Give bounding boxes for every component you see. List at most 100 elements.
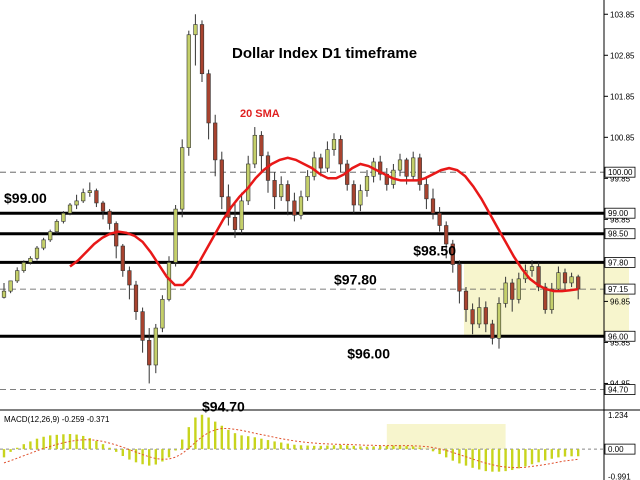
price-tick-label-0: 103.85 bbox=[610, 10, 635, 19]
level-label-4: $94.70 bbox=[202, 399, 245, 415]
candle-body-36 bbox=[239, 200, 244, 230]
macd-histogram bbox=[2, 414, 580, 472]
candle-body-29 bbox=[193, 24, 198, 36]
candle-body-68 bbox=[450, 243, 455, 265]
candle-body-78 bbox=[516, 278, 521, 300]
candle-body-12 bbox=[81, 192, 86, 202]
price-tag-box-0 bbox=[604, 166, 636, 178]
macd-axis-ticks: 1.234 0.00 -0.991 bbox=[604, 411, 636, 480]
price-tag-label-6: 94.70 bbox=[608, 386, 629, 395]
candle-body-47 bbox=[312, 157, 317, 177]
candle-body-38 bbox=[252, 134, 257, 165]
macd-tick-label-0: 1.234 bbox=[608, 411, 629, 420]
candle-body-65 bbox=[430, 198, 436, 214]
candle-body-4 bbox=[28, 258, 33, 263]
candle-body-87 bbox=[576, 276, 581, 290]
candle-body-48 bbox=[318, 157, 323, 169]
price-tag-label-5: 96.00 bbox=[608, 332, 629, 341]
price-tag-label-2: 98.50 bbox=[608, 230, 629, 239]
price-tick-label-1: 102.85 bbox=[610, 51, 635, 60]
candle-body-84 bbox=[556, 272, 561, 290]
candle-body-14 bbox=[94, 190, 99, 204]
candle-body-30 bbox=[199, 24, 205, 75]
level-label-0: $99.00 bbox=[4, 190, 47, 206]
candle-body-50 bbox=[331, 139, 337, 150]
price-tag-box-1 bbox=[604, 207, 636, 219]
candle-body-71 bbox=[470, 309, 475, 325]
candle-body-27 bbox=[180, 147, 185, 210]
candle-body-1 bbox=[8, 280, 13, 292]
candle-body-53 bbox=[351, 184, 356, 206]
price-tag-label-4: 97.15 bbox=[608, 285, 629, 294]
candle-body-31 bbox=[206, 73, 211, 124]
candle-body-35 bbox=[232, 217, 238, 230]
price-tick-label-8: 95.85 bbox=[610, 338, 631, 347]
candle-body-81 bbox=[536, 266, 541, 288]
candle-body-21 bbox=[140, 311, 145, 341]
candle-body-26 bbox=[173, 208, 178, 263]
level-label-3: $96.00 bbox=[347, 345, 390, 361]
candle-body-80 bbox=[529, 266, 535, 271]
candle-body-83 bbox=[549, 288, 554, 310]
candle-body-3 bbox=[21, 262, 26, 271]
candle-body-41 bbox=[272, 180, 277, 198]
candle-body-62 bbox=[411, 157, 416, 177]
price-tick-label-2: 101.85 bbox=[610, 92, 635, 101]
candle-body-20 bbox=[133, 284, 139, 312]
candle-body-57 bbox=[378, 161, 383, 175]
candle-body-86 bbox=[569, 276, 574, 284]
price-tag-label-3: 97.80 bbox=[608, 258, 629, 267]
candle-body-24 bbox=[160, 299, 165, 329]
candle-body-39 bbox=[259, 134, 264, 157]
candle-body-69 bbox=[457, 264, 462, 292]
candle-body-13 bbox=[87, 190, 92, 193]
candle-body-17 bbox=[114, 223, 119, 247]
level-labels: $99.00 $98.50 $97.80 $96.00 $94.70 bbox=[4, 190, 456, 414]
macd-zero-tag-box bbox=[604, 443, 636, 455]
price-tag-label-0: 100.00 bbox=[608, 168, 633, 177]
candle-body-63 bbox=[417, 157, 422, 185]
candle-body-49 bbox=[325, 149, 330, 169]
price-tag-box-6 bbox=[604, 384, 636, 395]
price-tag-box-2 bbox=[604, 228, 636, 240]
price-tag-box-3 bbox=[604, 257, 636, 268]
candle-body-9 bbox=[61, 212, 66, 222]
sma-label: 20 SMA bbox=[240, 108, 280, 120]
candle-body-42 bbox=[279, 184, 284, 198]
candle-body-64 bbox=[424, 184, 429, 200]
candle-body-23 bbox=[153, 327, 158, 366]
price-tick-label-7: 96.85 bbox=[610, 297, 631, 306]
macd-label: MACD(12,26,9) -0.259 -0.371 bbox=[4, 415, 110, 424]
candle-body-77 bbox=[510, 282, 515, 300]
candle-body-7 bbox=[48, 231, 53, 241]
price-tag-box-4 bbox=[604, 283, 636, 295]
candle-body-67 bbox=[444, 225, 449, 245]
candle-body-15 bbox=[100, 202, 106, 212]
price-tick-label-5: 98.85 bbox=[610, 215, 631, 224]
candle-body-16 bbox=[107, 210, 112, 224]
macd-highlight-zone bbox=[386, 424, 506, 450]
level-label-1: $98.50 bbox=[413, 243, 456, 259]
candle-body-76 bbox=[503, 282, 508, 304]
price-tick-label-9: 94.85 bbox=[610, 379, 631, 388]
candle-body-0 bbox=[1, 290, 7, 298]
candles bbox=[1, 14, 581, 384]
candle-body-18 bbox=[120, 245, 125, 271]
candle-body-54 bbox=[358, 190, 363, 206]
price-tags: 100.00 99.00 98.50 97.80 97.15 96.00 94.70 bbox=[604, 166, 636, 395]
candle-body-6 bbox=[41, 239, 46, 249]
candle-body-82 bbox=[543, 286, 548, 310]
candle-body-55 bbox=[364, 175, 370, 191]
macd-tick-label-2: -0.991 bbox=[608, 472, 631, 480]
candle-body-11 bbox=[74, 200, 79, 206]
chart-title: Dollar Index D1 timeframe bbox=[232, 45, 417, 62]
price-tag-label-1: 99.00 bbox=[608, 209, 629, 218]
candle-body-61 bbox=[404, 159, 409, 177]
price-tick-label-4: 99.85 bbox=[610, 174, 631, 183]
candle-body-5 bbox=[34, 247, 40, 259]
candle-body-85 bbox=[562, 272, 568, 284]
candle-body-66 bbox=[437, 212, 442, 226]
candle-body-46 bbox=[305, 175, 310, 198]
candle-body-51 bbox=[338, 139, 343, 165]
